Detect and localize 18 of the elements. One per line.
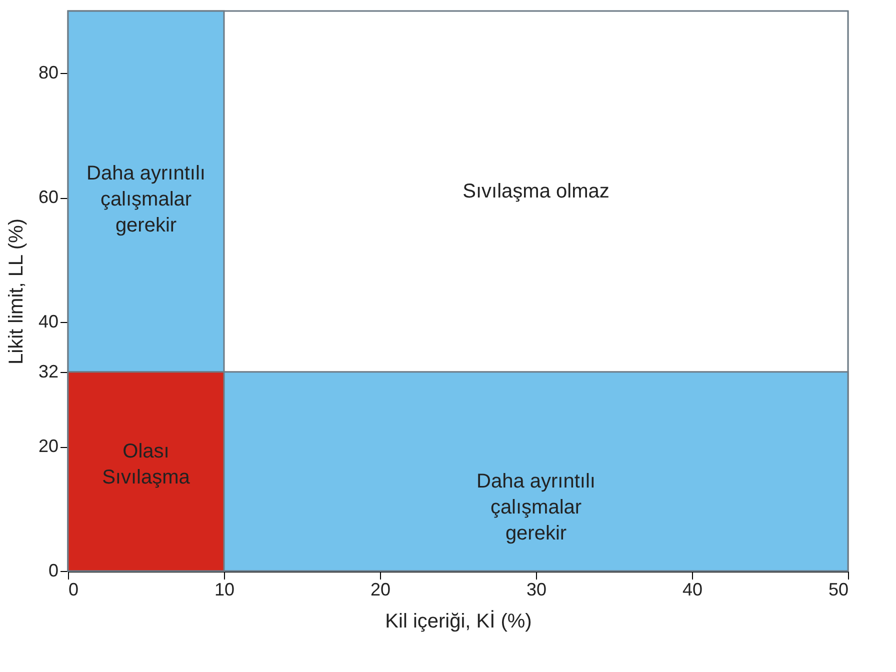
y-axis-title: Likit limit, LL (%)	[5, 218, 28, 364]
band-label: Daha ayrıntılı çalışmalar gerekir	[476, 470, 596, 544]
x-axis-title: Kil içeriği, Kİ (%)	[385, 610, 532, 632]
band-label: Daha ayrıntılı çalışmalar gerekir	[86, 162, 206, 236]
x-tick-label: 40	[682, 580, 703, 600]
x-tick-label: 10	[214, 580, 235, 600]
x-tick-label: 50	[828, 580, 848, 600]
annotation: Sıvılaşma olmaz	[462, 180, 610, 202]
x-tick-label: 0	[68, 580, 79, 600]
y-tick-label: 60	[38, 187, 58, 208]
y-tick-label: 80	[38, 62, 58, 83]
y-tick-label: 32	[38, 361, 58, 382]
x-tick-label: 30	[526, 580, 547, 600]
x-tick-label: 20	[370, 580, 391, 600]
series-label: Olası Sıvılaşma	[102, 440, 191, 489]
y-tick-label: 0	[48, 560, 58, 580]
y-tick-label: 40	[38, 312, 58, 332]
y-tick-label: 20	[38, 436, 58, 456]
